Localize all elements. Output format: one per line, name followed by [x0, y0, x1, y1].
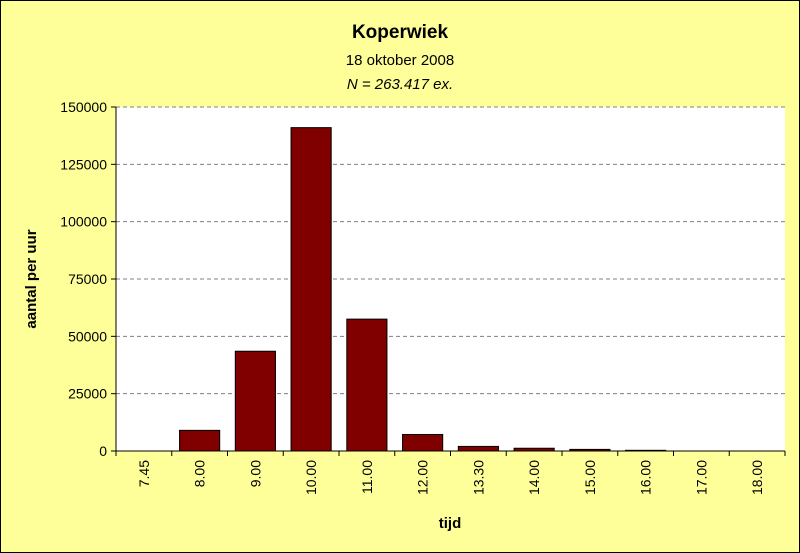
x-tick-label: 16.00 — [638, 460, 654, 495]
y-tick-label: 150000 — [60, 99, 107, 115]
axes: 0 25000 50000 75000 100000 125000 150000 7.45 8.… — [60, 99, 786, 495]
y-axis-label: aantal per uur — [23, 229, 40, 328]
x-tick-label: 11.00 — [359, 460, 375, 494]
x-tick-label: 13.30 — [470, 460, 486, 495]
x-tick-label: 18.00 — [749, 460, 765, 495]
x-tick-label: 12.00 — [415, 460, 431, 495]
y-tick-label: 125000 — [60, 156, 107, 172]
y-tick-label: 0 — [99, 443, 107, 459]
x-tick-label: 7.45 — [136, 460, 152, 487]
bar — [234, 350, 276, 452]
y-tick-label: 100000 — [60, 214, 107, 230]
bar — [290, 127, 332, 452]
plot-area — [116, 107, 785, 451]
y-tick-label: 75000 — [68, 271, 107, 287]
bar — [402, 433, 444, 452]
chart-subtitle: 18 oktober 2008 — [345, 52, 455, 69]
x-tick-label: 14.00 — [526, 460, 542, 495]
chart-title: Koperwiek — [351, 22, 449, 43]
x-tick-label: 9.00 — [247, 460, 263, 487]
x-axis-label: tijd — [439, 515, 462, 532]
bar — [346, 318, 388, 452]
y-tick-label: 50000 — [68, 328, 107, 344]
chart-note: N = 263.417 ex. — [346, 76, 454, 93]
x-tick-label: 15.00 — [582, 460, 598, 495]
y-tick-label: 25000 — [68, 386, 107, 402]
x-tick-label: 10.00 — [303, 460, 319, 495]
bars — [179, 127, 667, 452]
bar — [457, 445, 499, 452]
bar — [179, 429, 221, 452]
x-tick-label: 8.00 — [192, 460, 208, 487]
x-tick-label: 17.00 — [693, 460, 709, 495]
